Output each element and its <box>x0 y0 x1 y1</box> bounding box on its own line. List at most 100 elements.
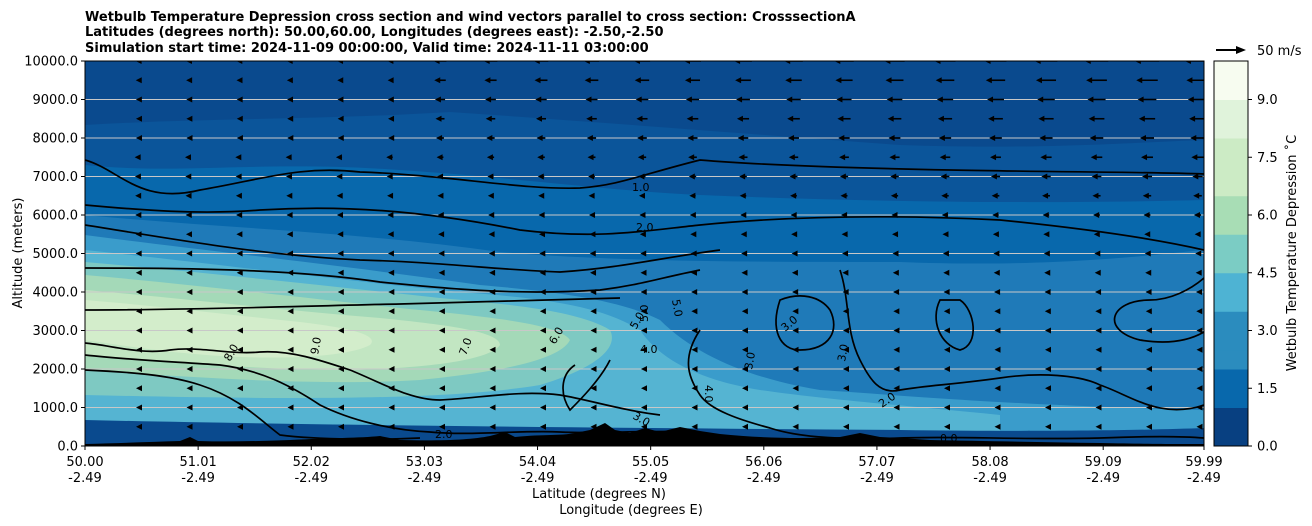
wind-arrow <box>841 231 848 238</box>
wind-arrow <box>337 269 344 276</box>
wind-arrow <box>489 404 496 411</box>
wind-arrow <box>1146 423 1152 430</box>
wind-arrow <box>1038 115 1054 122</box>
wind-arrow <box>890 173 899 180</box>
wind-arrow <box>935 77 955 84</box>
contour-line-13 <box>935 299 975 351</box>
colorbar-tick-label: 1.5 <box>1257 382 1278 397</box>
contour-line-2 <box>85 204 1204 251</box>
wind-arrow <box>943 289 950 295</box>
contour-label: 5.0 <box>638 305 651 323</box>
wind-arrow <box>842 250 849 257</box>
wind-arrow <box>185 231 192 238</box>
wind-arrow <box>387 61 394 64</box>
wind-arrow <box>838 135 850 141</box>
contour-label: 4.0 <box>702 385 715 403</box>
wind-arrow <box>792 423 799 430</box>
wind-arrow <box>485 96 496 103</box>
wind-arrow <box>792 385 799 392</box>
wind-arrow <box>135 96 142 103</box>
wind-arrow <box>387 250 394 257</box>
wind-arrow <box>641 346 647 353</box>
wind-arrow <box>689 212 696 218</box>
wind-arrow <box>736 96 750 103</box>
wind-arrow <box>286 61 293 64</box>
wind-arrow <box>741 289 748 295</box>
wind-arrow <box>388 366 395 372</box>
wind-arrow <box>1086 77 1107 84</box>
wind-arrow <box>287 385 294 392</box>
contour-line-10 <box>839 269 1204 411</box>
x-tick-label-lon: -2.49 <box>634 471 668 486</box>
colorbar-band <box>1214 311 1248 331</box>
wind-arrow <box>337 327 344 334</box>
wind-arrow <box>489 366 496 372</box>
wind-arrow <box>136 346 142 353</box>
wind-arrow <box>590 269 597 276</box>
wind-arrow <box>742 366 748 372</box>
colorbar-band <box>1214 272 1248 293</box>
wind-arrow <box>287 308 294 315</box>
colorbar-bands <box>1214 61 1248 447</box>
colorbar-ticks: 0.0 1.5 3.0 4.5 6.0 7.5 9.0 <box>1248 93 1278 455</box>
wind-arrow <box>840 192 848 199</box>
wind-arrow <box>338 385 344 392</box>
wind-arrow <box>943 327 950 334</box>
wind-arrow <box>1039 135 1053 141</box>
wind-arrow <box>136 404 142 411</box>
colorbar-band <box>1214 99 1248 120</box>
x-tick-label-lat: 51.01 <box>180 455 217 470</box>
wind-arrow <box>944 423 950 430</box>
wind-arrow <box>337 61 344 64</box>
wind-arrow <box>641 423 647 430</box>
wind-arrow <box>792 289 799 295</box>
wind-arrow <box>1146 366 1152 372</box>
wind-arrow <box>893 327 900 334</box>
y-tick-label: 5000.0 <box>33 247 79 262</box>
wind-arrow <box>994 366 1001 372</box>
wind-arrow <box>1137 96 1157 103</box>
wind-arrow <box>892 250 899 257</box>
wind-arrow <box>590 423 597 430</box>
wind-arrow <box>539 308 546 315</box>
colorbar-band <box>1214 61 1248 81</box>
wind-arrow <box>1095 385 1102 392</box>
wind-arrow <box>135 77 142 84</box>
wind-arrow <box>634 77 650 84</box>
wind-arrow <box>691 385 698 392</box>
wind-arrow <box>1091 173 1102 180</box>
wind-arrow <box>1095 423 1102 430</box>
wind-arrow <box>1095 308 1102 315</box>
contour-label: 2.0 <box>435 428 453 441</box>
wind-arrow <box>437 212 444 218</box>
wind-arrow <box>994 346 1001 353</box>
colorbar-band <box>1214 292 1248 312</box>
wind-arrow <box>735 77 751 84</box>
quiver-key: 50 m/s <box>1216 44 1302 59</box>
wind-arrow <box>685 96 700 103</box>
wind-arrow <box>486 154 495 161</box>
wind-arrow <box>236 212 243 218</box>
wind-arrow <box>690 231 697 238</box>
y-tick-label: 2000.0 <box>33 363 79 378</box>
wind-arrow <box>135 269 142 276</box>
contour-label: 3.0 <box>742 351 758 370</box>
wind-arrow <box>788 154 799 161</box>
wind-arrow <box>834 61 854 64</box>
wind-arrow <box>893 308 900 315</box>
wind-arrow <box>388 327 395 334</box>
wind-arrow <box>843 385 849 392</box>
wind-arrow <box>742 404 748 411</box>
wind-arrow <box>1195 250 1202 257</box>
contour-line-5 <box>85 297 621 311</box>
wind-arrow <box>186 289 193 295</box>
y-tick-label: 4000.0 <box>33 286 79 301</box>
wind-arrow <box>236 250 243 257</box>
wind-arrow <box>985 77 1006 84</box>
contour-line-1 <box>85 159 1204 195</box>
wind-arrow <box>1145 289 1152 295</box>
wind-arrow <box>135 231 142 238</box>
wind-arrow <box>1187 96 1204 103</box>
wind-arrow <box>742 346 748 353</box>
wind-arrow <box>287 366 294 372</box>
